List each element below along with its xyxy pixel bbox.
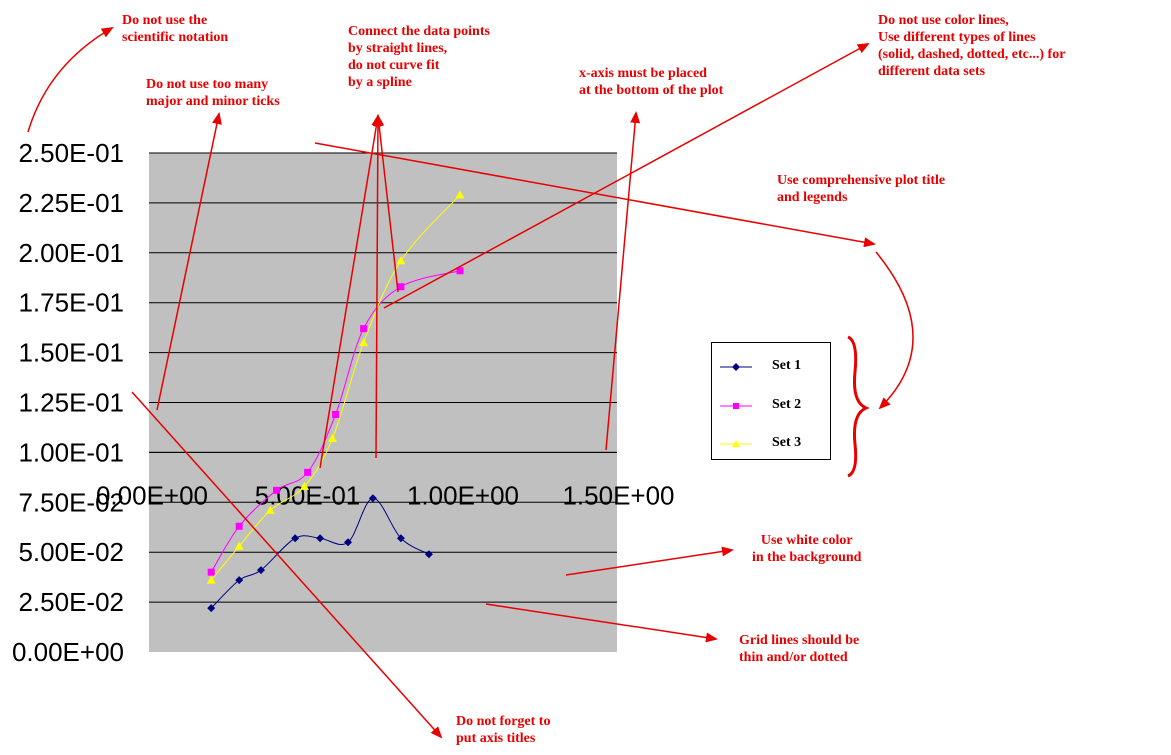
data-point (360, 325, 368, 333)
y-tick-labels: 0.00E+00 2.50E-02 5.00E-02 7.50E-02 1.00E-01… (12, 138, 124, 667)
triangle-marker-icon (720, 440, 752, 447)
square-marker-icon (720, 403, 752, 409)
y-tick-label: 2.50E-01 (18, 138, 124, 168)
arrow-spline-3 (372, 114, 383, 459)
annotation-x-axis-bottom: x-axis must be placed at the bottom of t… (579, 66, 724, 98)
arrow-line-types (383, 43, 870, 309)
data-point (207, 568, 215, 576)
arrow-x-axis (605, 111, 641, 451)
arrow-spline-1 (319, 114, 382, 469)
x-tick-label: 5.00E-01 (255, 480, 361, 510)
arrow-background (565, 546, 734, 576)
y-tick-label: 1.25E-01 (18, 388, 124, 418)
data-point (207, 604, 216, 613)
data-point (316, 534, 325, 543)
annotation-arrows (27, 26, 914, 739)
arrow-grid (485, 603, 718, 643)
data-point (291, 534, 300, 543)
data-point (234, 541, 244, 550)
legend-item-set-3: Set 3 (712, 432, 830, 456)
data-point (332, 410, 340, 418)
series-3 (206, 190, 465, 584)
annotation-sci-notation: Do not use the scientific notation (122, 13, 229, 45)
x-tick-labels: 0.00E+00 5.00E-01 1.00E+00 1.50E+00 (96, 451, 675, 510)
y-tick-label: 1.00E-01 (18, 437, 124, 467)
y-tick-label: 2.50E-02 (18, 587, 124, 617)
arrow-ticks (156, 112, 222, 411)
x-tick-label: 1.50E+00 (562, 480, 674, 510)
annotation-straight-lines: Connect the data points by straight line… (348, 24, 490, 90)
data-point (206, 575, 216, 584)
annotation-title-legend: Use comprehensive plot title and legends (777, 173, 946, 205)
data-point (327, 433, 337, 442)
data-point (344, 538, 353, 547)
y-tick-label: 1.50E-01 (18, 338, 124, 368)
data-point (455, 190, 465, 199)
data-point (456, 267, 464, 275)
data-series (206, 190, 465, 613)
annotation-axis-titles: Do not forget to put axis titles (456, 714, 551, 746)
annotation-ticks: Do not use too many major and minor tick… (146, 77, 280, 109)
y-tick-label: 7.50E-02 (18, 487, 124, 517)
y-tick-label: 2.25E-01 (18, 188, 124, 218)
legend: Set 1 Set 2 Set 3 (711, 342, 831, 460)
data-point (359, 338, 369, 347)
arrow-legend (875, 251, 914, 410)
data-point (256, 566, 265, 575)
diamond-marker-icon (720, 363, 752, 371)
data-point (304, 468, 312, 476)
data-point (368, 494, 377, 503)
annotation-white-bg: Use white color in the background (752, 533, 862, 565)
x-tick-label: 0.00E+00 (96, 480, 208, 510)
y-tick-label: 5.00E-02 (18, 537, 124, 567)
gridlines (149, 152, 617, 603)
y-tick-label: 0.00E+00 (12, 637, 124, 667)
y-tick-label: 2.00E-01 (18, 238, 124, 268)
data-point (396, 256, 406, 265)
series-1 (207, 494, 433, 613)
data-point (273, 486, 281, 494)
x-tick-label: 1.00E+00 (407, 480, 519, 510)
data-point (424, 550, 433, 559)
data-point (265, 505, 275, 514)
arrow-sci-notation (27, 26, 114, 133)
data-point (235, 576, 244, 585)
annotation-grid-lines: Grid lines should be thin and/or dotted (739, 633, 860, 665)
legend-item-set-2: Set 2 (712, 394, 830, 418)
data-point (300, 481, 309, 490)
data-point (396, 534, 405, 543)
legend-label: Set 1 (772, 358, 802, 373)
legend-label: Set 2 (772, 397, 802, 412)
y-tick-label: 1.75E-01 (18, 288, 124, 318)
data-point (235, 522, 243, 530)
arrow-spline-2 (374, 114, 399, 293)
annotation-line-types: Do not use color lines, Use different ty… (878, 13, 1066, 79)
legend-item-set-1: Set 1 (712, 355, 830, 379)
legend-brace-icon (847, 335, 870, 478)
arrow-axis-titles (131, 391, 443, 739)
data-point (397, 283, 405, 291)
legend-label: Set 3 (772, 435, 802, 450)
arrow-title (314, 142, 876, 248)
